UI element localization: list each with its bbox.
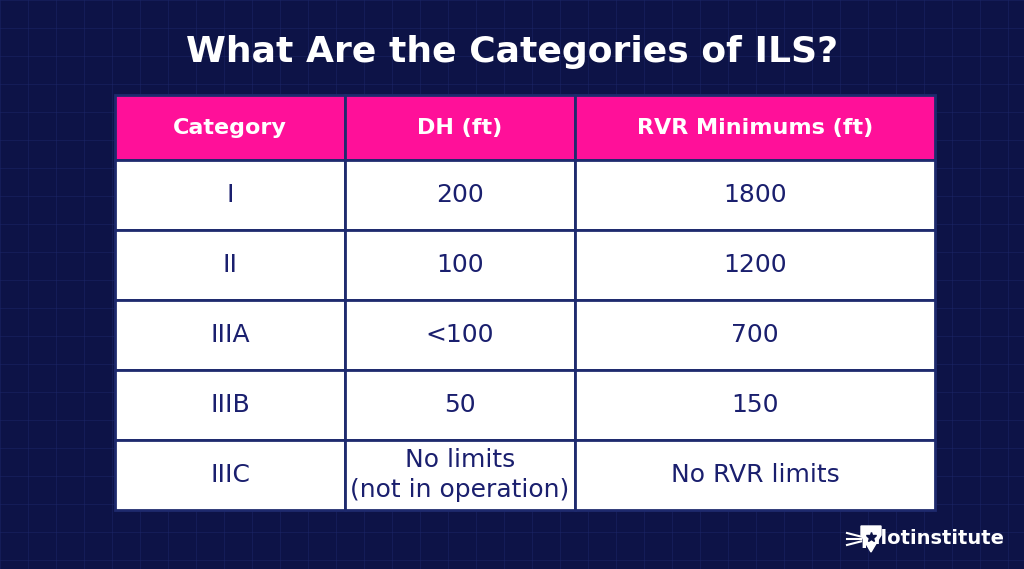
- Text: Category: Category: [173, 118, 287, 138]
- Text: 1200: 1200: [723, 253, 786, 277]
- Text: I: I: [226, 183, 233, 207]
- Bar: [575, 160, 935, 230]
- Bar: [575, 300, 935, 370]
- Text: No limits
(not in operation): No limits (not in operation): [350, 448, 569, 502]
- Bar: [345, 300, 575, 370]
- Text: IIIB: IIIB: [210, 393, 250, 417]
- Bar: [345, 440, 575, 510]
- Bar: [115, 95, 345, 160]
- Bar: [115, 160, 345, 230]
- Text: RVR Minimums (ft): RVR Minimums (ft): [637, 118, 873, 138]
- Text: 200: 200: [436, 183, 484, 207]
- Polygon shape: [861, 526, 881, 552]
- Bar: [115, 370, 345, 440]
- Bar: [575, 95, 935, 160]
- Bar: [575, 230, 935, 300]
- Text: No RVR limits: No RVR limits: [671, 463, 840, 487]
- Bar: [575, 370, 935, 440]
- Text: 100: 100: [436, 253, 483, 277]
- Text: 1800: 1800: [723, 183, 786, 207]
- Bar: [345, 95, 575, 160]
- Text: What Are the Categories of ILS?: What Are the Categories of ILS?: [186, 35, 838, 69]
- Text: <100: <100: [426, 323, 495, 347]
- Bar: [345, 230, 575, 300]
- Text: DH (ft): DH (ft): [418, 118, 503, 138]
- Bar: [345, 370, 575, 440]
- Text: II: II: [222, 253, 238, 277]
- Text: IIIA: IIIA: [210, 323, 250, 347]
- Bar: [115, 300, 345, 370]
- Text: pilotinstitute: pilotinstitute: [860, 530, 1004, 549]
- Bar: [345, 160, 575, 230]
- Text: 700: 700: [731, 323, 779, 347]
- Text: IIIC: IIIC: [210, 463, 250, 487]
- Bar: [115, 440, 345, 510]
- Bar: [115, 230, 345, 300]
- Text: 150: 150: [731, 393, 778, 417]
- Text: 50: 50: [444, 393, 476, 417]
- Bar: [575, 440, 935, 510]
